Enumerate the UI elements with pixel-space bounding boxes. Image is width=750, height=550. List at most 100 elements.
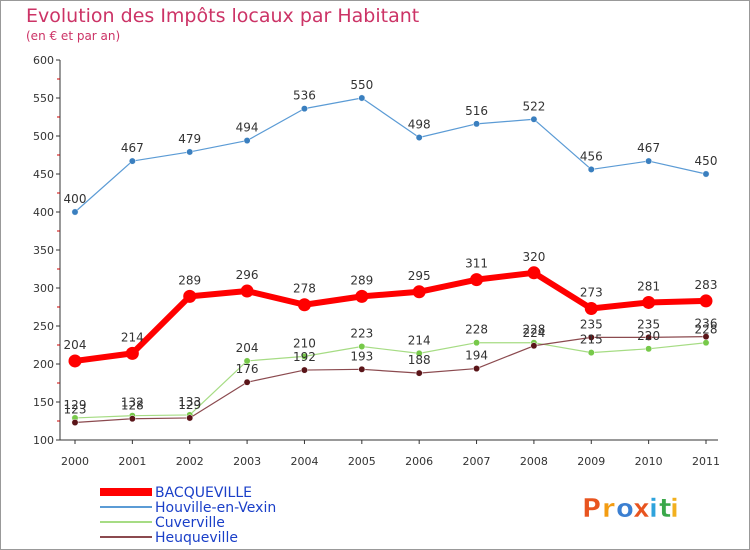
data-point	[243, 357, 251, 365]
data-point	[243, 378, 251, 386]
data-point	[530, 115, 538, 123]
logo-letter: P	[582, 494, 601, 524]
data-label: 193	[350, 349, 373, 363]
x-tick-label: 2002	[176, 455, 204, 468]
data-label: 311	[465, 257, 488, 271]
data-point	[473, 339, 480, 347]
data-label: 281	[637, 279, 660, 293]
data-point	[584, 302, 598, 316]
data-point	[473, 365, 480, 373]
legend-label: Houville-en-Vexin	[155, 500, 276, 516]
data-point	[702, 339, 710, 347]
data-label: 456	[580, 149, 603, 163]
data-label: 467	[121, 141, 144, 155]
x-tick-label: 2006	[405, 455, 433, 468]
data-label: 295	[408, 269, 431, 283]
data-label: 123	[64, 403, 87, 417]
data-point	[183, 289, 197, 303]
data-point	[71, 208, 79, 216]
data-point	[412, 285, 426, 299]
data-label: 220	[637, 329, 660, 343]
y-tick-label: 250	[33, 320, 54, 333]
data-point	[301, 366, 308, 374]
data-label: 289	[178, 273, 201, 287]
y-tick-label: 150	[33, 396, 54, 409]
data-label: 176	[236, 362, 259, 376]
data-point	[355, 289, 369, 303]
legend-label: Cuverville	[155, 515, 225, 531]
x-tick-label: 2000	[61, 455, 89, 468]
series-line	[74, 97, 707, 213]
data-label: 215	[580, 333, 603, 347]
data-label: 494	[236, 121, 259, 135]
x-tick-label: 2007	[463, 455, 491, 468]
data-point	[125, 346, 139, 360]
data-point	[128, 157, 136, 165]
y-tick-label: 300	[33, 282, 54, 295]
data-label: 522	[522, 99, 545, 113]
x-tick-label: 2003	[233, 455, 261, 468]
data-point	[642, 295, 656, 309]
data-point	[297, 298, 311, 312]
data-label: 235	[580, 317, 603, 331]
data-label: 228	[695, 323, 718, 337]
data-label: 400	[64, 192, 87, 206]
data-label: 228	[522, 323, 545, 337]
data-label: 204	[64, 338, 87, 352]
chart-subtitle: (en € et par an)	[26, 29, 120, 43]
y-tick-label: 500	[33, 130, 54, 143]
data-point	[415, 134, 423, 141]
x-tick-label: 2008	[520, 455, 548, 468]
data-label: 516	[465, 104, 488, 118]
data-point	[527, 266, 541, 280]
data-point	[587, 349, 595, 357]
logo-letter: i	[670, 494, 679, 524]
data-label: 498	[408, 118, 431, 132]
data-point	[415, 349, 423, 357]
logo-letter: x	[633, 494, 650, 524]
data-point	[243, 137, 251, 145]
data-label: 235	[637, 317, 660, 331]
y-tick-label: 550	[33, 92, 54, 105]
data-label: 450	[695, 154, 718, 168]
data-point	[587, 165, 595, 173]
x-tick-label: 2004	[290, 455, 318, 468]
data-label: 283	[695, 278, 718, 292]
data-label: 188	[408, 353, 431, 367]
data-point	[68, 354, 82, 368]
data-label: 228	[465, 323, 488, 337]
data-label: 192	[293, 350, 316, 364]
data-point	[301, 352, 308, 360]
data-point	[699, 294, 713, 308]
data-label: 214	[408, 333, 431, 347]
data-point	[645, 333, 653, 341]
logo-letter: o	[616, 494, 634, 524]
y-tick-label: 600	[33, 54, 54, 67]
data-label: 550	[350, 78, 373, 92]
data-point	[530, 342, 538, 350]
data-label: 210	[293, 336, 316, 350]
data-label: 289	[350, 273, 373, 287]
data-point	[71, 419, 79, 426]
y-tick-label: 350	[33, 244, 54, 257]
legend-label: BACQUEVILLE	[155, 485, 252, 501]
x-tick-label: 2009	[577, 455, 605, 468]
series-line	[74, 342, 707, 419]
data-label: 128	[121, 399, 144, 413]
data-point	[358, 365, 366, 373]
data-point	[645, 157, 653, 165]
data-point	[470, 273, 484, 287]
data-label: 214	[121, 330, 144, 344]
logo-letter: r	[602, 494, 615, 524]
data-label: 296	[236, 268, 259, 282]
chart-title: Evolution des Impôts locaux par Habitant	[26, 5, 419, 27]
logo-letter: i	[649, 494, 658, 524]
data-point	[702, 170, 710, 178]
data-point	[186, 148, 194, 156]
y-tick-label: 200	[33, 358, 54, 371]
data-point	[702, 333, 710, 341]
data-point	[358, 94, 366, 102]
series-line	[74, 336, 707, 424]
